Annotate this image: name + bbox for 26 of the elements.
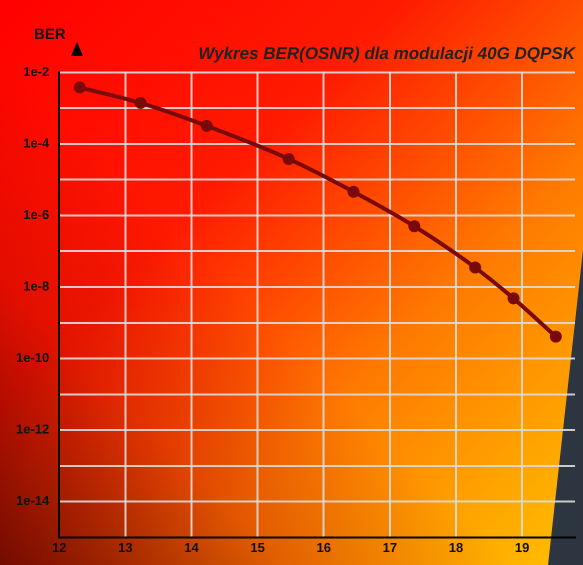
y-axis-title: BER: [34, 26, 66, 43]
point: [134, 96, 147, 109]
y-tick-label: 1e-4: [23, 136, 50, 151]
x-tick-label: 17: [382, 540, 398, 555]
y-tick-label: 1e-2: [23, 64, 50, 79]
y-tick-label: 1e-6: [23, 207, 50, 222]
x-tick-label: 13: [118, 540, 133, 555]
x-tick-label: 16: [316, 540, 331, 555]
x-tick-label: 14: [184, 540, 200, 555]
point: [408, 220, 420, 232]
x-tick-label: 18: [448, 540, 464, 555]
point: [347, 186, 360, 198]
point: [282, 152, 295, 165]
point: [469, 262, 482, 274]
chart-title: Wykres BER(OSNR) dla modulacji 40G DQPSK: [198, 44, 577, 63]
x-tick-label: 12: [52, 540, 66, 555]
y-tick-label: 1e-12: [16, 422, 50, 437]
point: [200, 120, 213, 132]
point: [550, 330, 562, 343]
y-tick-label: 1e-8: [23, 278, 50, 294]
y-tick-label: 1e-10: [16, 350, 50, 366]
point: [74, 81, 86, 94]
point: [508, 292, 520, 304]
x-tick-label: 19: [514, 540, 530, 555]
x-tick-label: 15: [250, 540, 265, 555]
y-tick-label: 1e-14: [16, 493, 50, 508]
